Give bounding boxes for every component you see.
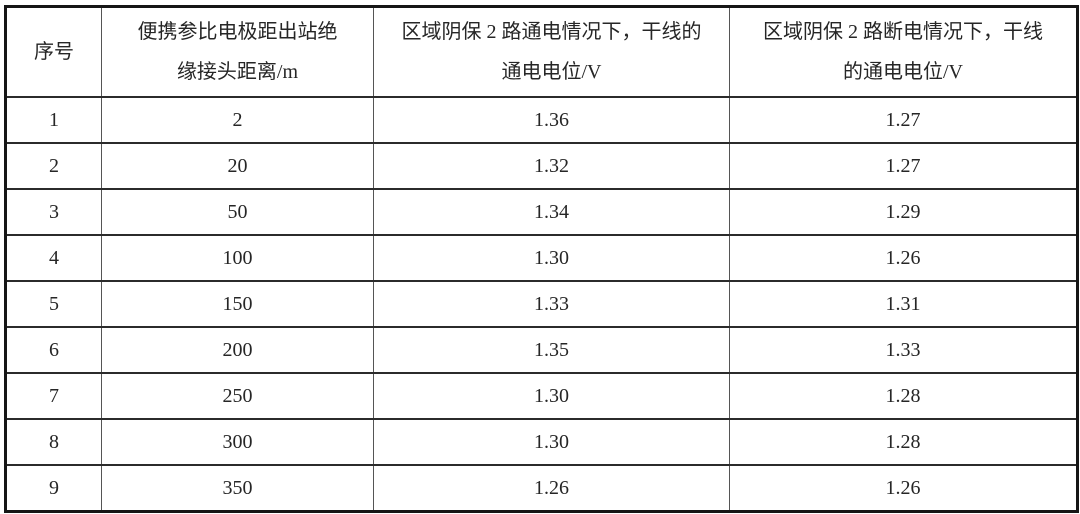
cell-off-potential: 1.33 xyxy=(729,326,1078,374)
column-header-powered-off-potential: 区域阴保 2 路断电情况下，干线 的通电电位/V xyxy=(729,5,1078,98)
header-row: 序号 便携参比电极距出站绝 缘接头距离/m 区域阴保 2 路通电情况下，干线的 … xyxy=(5,5,1078,98)
header-text-line1: 区域阴保 2 路断电情况下，干线 xyxy=(763,21,1043,43)
cell-on-potential: 1.32 xyxy=(373,142,730,190)
table-row: 3 50 1.34 1.29 xyxy=(5,188,1078,236)
cell-distance: 150 xyxy=(101,280,374,328)
cell-serial-number: 7 xyxy=(5,372,102,420)
cell-distance: 100 xyxy=(101,234,374,282)
cell-on-potential: 1.33 xyxy=(373,280,730,328)
cell-off-potential: 1.28 xyxy=(729,372,1078,420)
cell-on-potential: 1.30 xyxy=(373,372,730,420)
table-row: 6 200 1.35 1.33 xyxy=(5,326,1078,374)
table-row: 9 350 1.26 1.26 xyxy=(5,464,1078,513)
header-text-line1: 便携参比电极距出站绝 xyxy=(137,21,338,43)
cell-serial-number: 3 xyxy=(5,188,102,236)
cell-distance: 2 xyxy=(101,96,374,144)
cell-on-potential: 1.26 xyxy=(373,464,730,513)
cell-serial-number: 8 xyxy=(5,418,102,466)
column-header-powered-on-potential: 区域阴保 2 路通电情况下，干线的 通电电位/V xyxy=(373,5,730,98)
cell-on-potential: 1.36 xyxy=(373,96,730,144)
cell-off-potential: 1.27 xyxy=(729,142,1078,190)
table-row: 2 20 1.32 1.27 xyxy=(5,142,1078,190)
cell-distance: 20 xyxy=(101,142,374,190)
cell-serial-number: 2 xyxy=(5,142,102,190)
cell-distance: 50 xyxy=(101,188,374,236)
cell-off-potential: 1.31 xyxy=(729,280,1078,328)
header-text-line2: 通电电位/V xyxy=(501,61,602,83)
cell-off-potential: 1.26 xyxy=(729,234,1078,282)
column-header-electrode-distance: 便携参比电极距出站绝 缘接头距离/m xyxy=(101,5,374,98)
data-table: 序号 便携参比电极距出站绝 缘接头距离/m 区域阴保 2 路通电情况下，干线的 … xyxy=(4,5,1079,513)
header-text: 序号 xyxy=(34,41,74,63)
cell-serial-number: 4 xyxy=(5,234,102,282)
cell-distance: 250 xyxy=(101,372,374,420)
cell-off-potential: 1.26 xyxy=(729,464,1078,513)
table-row: 7 250 1.30 1.28 xyxy=(5,372,1078,420)
cell-serial-number: 9 xyxy=(5,464,102,513)
cell-on-potential: 1.35 xyxy=(373,326,730,374)
header-text-line2: 缘接头距离/m xyxy=(176,61,299,83)
cell-on-potential: 1.30 xyxy=(373,418,730,466)
cell-off-potential: 1.28 xyxy=(729,418,1078,466)
cell-off-potential: 1.29 xyxy=(729,188,1078,236)
cell-serial-number: 1 xyxy=(5,96,102,144)
cell-distance: 200 xyxy=(101,326,374,374)
cell-serial-number: 5 xyxy=(5,280,102,328)
header-text-line1: 区域阴保 2 路通电情况下，干线的 xyxy=(401,21,702,43)
header-text-line2: 的通电电位/V xyxy=(843,61,963,83)
cell-distance: 350 xyxy=(101,464,374,513)
cell-on-potential: 1.34 xyxy=(373,188,730,236)
cell-distance: 300 xyxy=(101,418,374,466)
cell-on-potential: 1.30 xyxy=(373,234,730,282)
column-header-serial-number: 序号 xyxy=(5,5,102,98)
cell-off-potential: 1.27 xyxy=(729,96,1078,144)
table-row: 8 300 1.30 1.28 xyxy=(5,418,1078,466)
cell-serial-number: 6 xyxy=(5,326,102,374)
table-row: 1 2 1.36 1.27 xyxy=(5,96,1078,144)
table-row: 4 100 1.30 1.26 xyxy=(5,234,1078,282)
table-row: 5 150 1.33 1.31 xyxy=(5,280,1078,328)
